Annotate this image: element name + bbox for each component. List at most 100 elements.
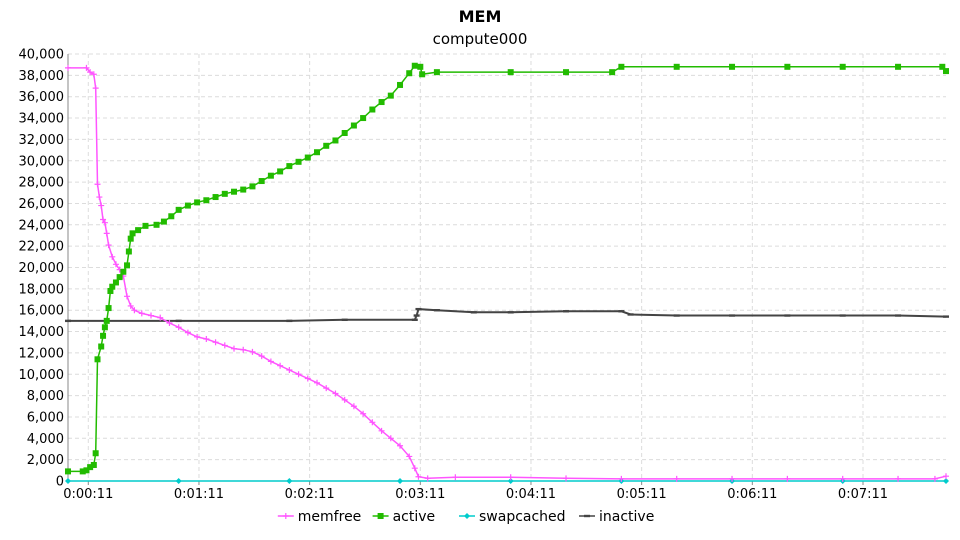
series-line-inactive xyxy=(68,308,947,322)
y-tick-label: 20,000 xyxy=(19,261,65,276)
data-point-active xyxy=(249,183,256,190)
data-point-memfree xyxy=(360,410,367,417)
y-tick-label: 38,000 xyxy=(19,69,65,84)
data-point-memfree xyxy=(90,71,97,78)
data-point-active xyxy=(184,202,191,209)
data-point-active xyxy=(341,129,348,136)
y-tick-label: 18,000 xyxy=(19,282,65,297)
y-tick-label: 10,000 xyxy=(19,368,65,383)
data-point-memfree xyxy=(286,366,293,373)
data-point-inactive xyxy=(411,318,418,322)
data-point-inactive xyxy=(286,319,293,323)
data-point-active xyxy=(295,158,302,165)
data-point-inactive xyxy=(618,310,625,313)
data-point-active xyxy=(231,188,238,195)
data-point-active xyxy=(65,468,71,475)
series-memfree xyxy=(65,64,949,482)
data-point-active xyxy=(221,190,228,197)
data-point-active xyxy=(277,168,284,175)
data-point-inactive xyxy=(507,311,514,314)
data-point-active xyxy=(142,222,149,229)
data-point-active xyxy=(350,122,357,129)
data-point-memfree xyxy=(138,310,145,317)
data-point-swapcached xyxy=(943,478,949,484)
data-point-memfree xyxy=(839,475,846,482)
x-tick-label: 0:04:11 xyxy=(506,487,556,502)
data-point-inactive xyxy=(175,319,182,323)
legend-label: swapcached xyxy=(479,509,566,525)
data-point-memfree xyxy=(87,69,94,76)
data-point-inactive xyxy=(895,314,902,317)
data-point-active xyxy=(332,137,339,144)
data-point-memfree xyxy=(931,475,938,482)
data-point-active xyxy=(419,71,426,78)
data-point-active xyxy=(360,115,367,122)
data-point-memfree xyxy=(341,396,348,403)
data-point-memfree xyxy=(83,64,90,71)
data-point-active xyxy=(212,194,219,201)
data-point-memfree xyxy=(184,329,191,336)
data-point-active xyxy=(92,450,99,457)
y-tick-label: 14,000 xyxy=(19,325,65,340)
chart-subtitle: compute000 xyxy=(433,30,528,48)
data-point-memfree xyxy=(96,194,103,201)
series-line-active xyxy=(68,64,947,473)
data-point-active xyxy=(939,63,946,70)
data-point-memfree xyxy=(295,371,302,378)
data-point-memfree xyxy=(127,302,134,309)
data-point-memfree xyxy=(131,307,138,314)
data-point-memfree xyxy=(65,64,71,71)
data-point-active xyxy=(839,63,846,70)
data-point-active xyxy=(101,324,108,331)
data-point-active xyxy=(103,317,110,324)
legend-item-active: active xyxy=(372,509,435,525)
data-point-active xyxy=(369,106,376,113)
data-point-memfree xyxy=(98,202,105,209)
series-swapcached xyxy=(65,478,949,484)
data-point-memfree xyxy=(105,242,112,249)
grid xyxy=(68,53,946,481)
data-point-active xyxy=(729,63,736,70)
data-point-swapcached xyxy=(286,478,293,484)
x-tick-label: 0:02:11 xyxy=(285,487,335,502)
data-point-active xyxy=(100,332,107,339)
data-point-memfree xyxy=(350,403,357,410)
data-point-memfree xyxy=(507,474,514,481)
x-tick-label: 0:07:11 xyxy=(838,487,888,502)
axes: 0 2,000 4,000 6,000 8,000 10,000 12,000 14,000 1… xyxy=(19,48,946,502)
legend-marker xyxy=(282,513,289,519)
y-tick-label: 34,000 xyxy=(19,112,65,127)
data-point-active xyxy=(323,142,330,149)
data-point-memfree xyxy=(895,475,902,482)
legend-marker xyxy=(377,513,384,519)
data-point-memfree xyxy=(157,314,164,321)
data-point-active xyxy=(120,268,127,275)
data-point-active xyxy=(387,92,394,99)
data-point-inactive xyxy=(729,314,736,317)
data-point-inactive xyxy=(839,314,846,317)
data-point-memfree xyxy=(175,324,182,331)
x-tick-label: 0:03:11 xyxy=(395,487,445,502)
data-point-active xyxy=(304,154,311,161)
data-point-memfree xyxy=(166,320,173,327)
data-point-active xyxy=(411,62,418,69)
y-tick-label: 24,000 xyxy=(19,218,65,233)
data-point-active xyxy=(129,230,136,237)
data-point-active xyxy=(135,227,142,234)
legend-marker xyxy=(584,514,590,518)
data-point-active xyxy=(124,262,131,269)
data-point-inactive xyxy=(413,314,420,317)
data-point-memfree xyxy=(267,358,274,365)
data-point-active xyxy=(673,63,680,70)
data-point-active xyxy=(267,172,274,179)
data-point-inactive xyxy=(341,318,348,322)
data-point-memfree xyxy=(277,362,284,369)
data-point-memfree xyxy=(323,385,330,392)
data-point-active xyxy=(240,186,247,193)
data-point-swapcached xyxy=(175,478,182,484)
y-tick-label: 28,000 xyxy=(19,176,65,191)
data-point-memfree xyxy=(332,390,339,397)
data-point-memfree xyxy=(314,379,321,386)
legend: memfree active swapcached inactive xyxy=(277,509,654,525)
data-point-active xyxy=(90,461,97,468)
